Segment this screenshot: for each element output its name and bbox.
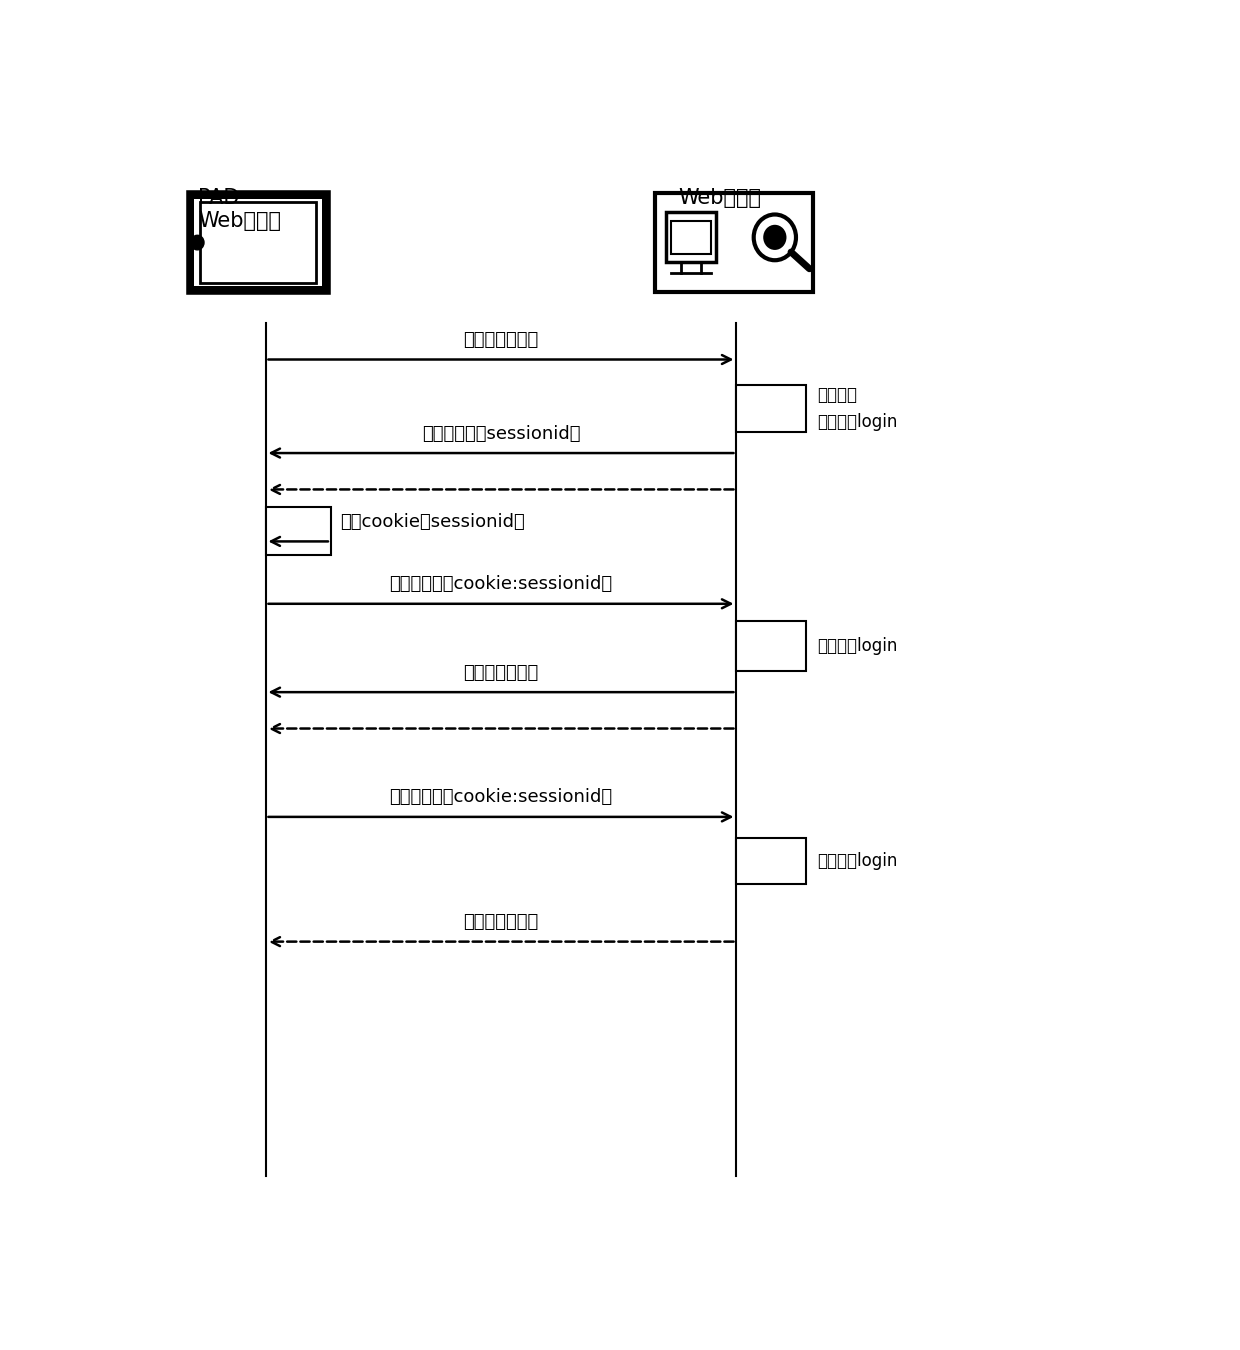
Text: 第一次请求（）: 第一次请求（） [464,331,538,350]
Bar [265,508,331,555]
Bar [188,193,327,292]
Circle shape [754,215,796,261]
Circle shape [763,225,786,250]
Bar [195,200,322,286]
Text: PAD
Web浏览器: PAD Web浏览器 [198,188,281,231]
Text: Web服务器: Web服务器 [678,188,761,208]
Bar [655,193,813,292]
Text: 设置登录login: 设置登录login [817,852,898,869]
Text: 第一次响应（sessionid）: 第一次响应（sessionid） [422,425,580,443]
Text: 第三次响应（）: 第三次响应（） [464,913,538,931]
Bar [671,221,712,254]
Bar [737,837,806,884]
Text: 第二次响应（）: 第二次响应（） [464,664,538,682]
Text: 验证信息: 验证信息 [817,386,857,405]
Text: 第二次请求（cookie:sessionid）: 第二次请求（cookie:sessionid） [389,575,613,594]
Text: 保存cookie（sessionid）: 保存cookie（sessionid） [341,513,526,531]
Bar [200,202,316,284]
Bar [737,386,806,432]
Bar [737,621,806,671]
Circle shape [191,235,205,250]
Bar [666,212,717,262]
Text: 设置登录login: 设置登录login [817,413,898,432]
Text: 设置登录login: 设置登录login [817,637,898,655]
Text: 第三次请求（cookie:sessionid）: 第三次请求（cookie:sessionid） [389,788,613,806]
